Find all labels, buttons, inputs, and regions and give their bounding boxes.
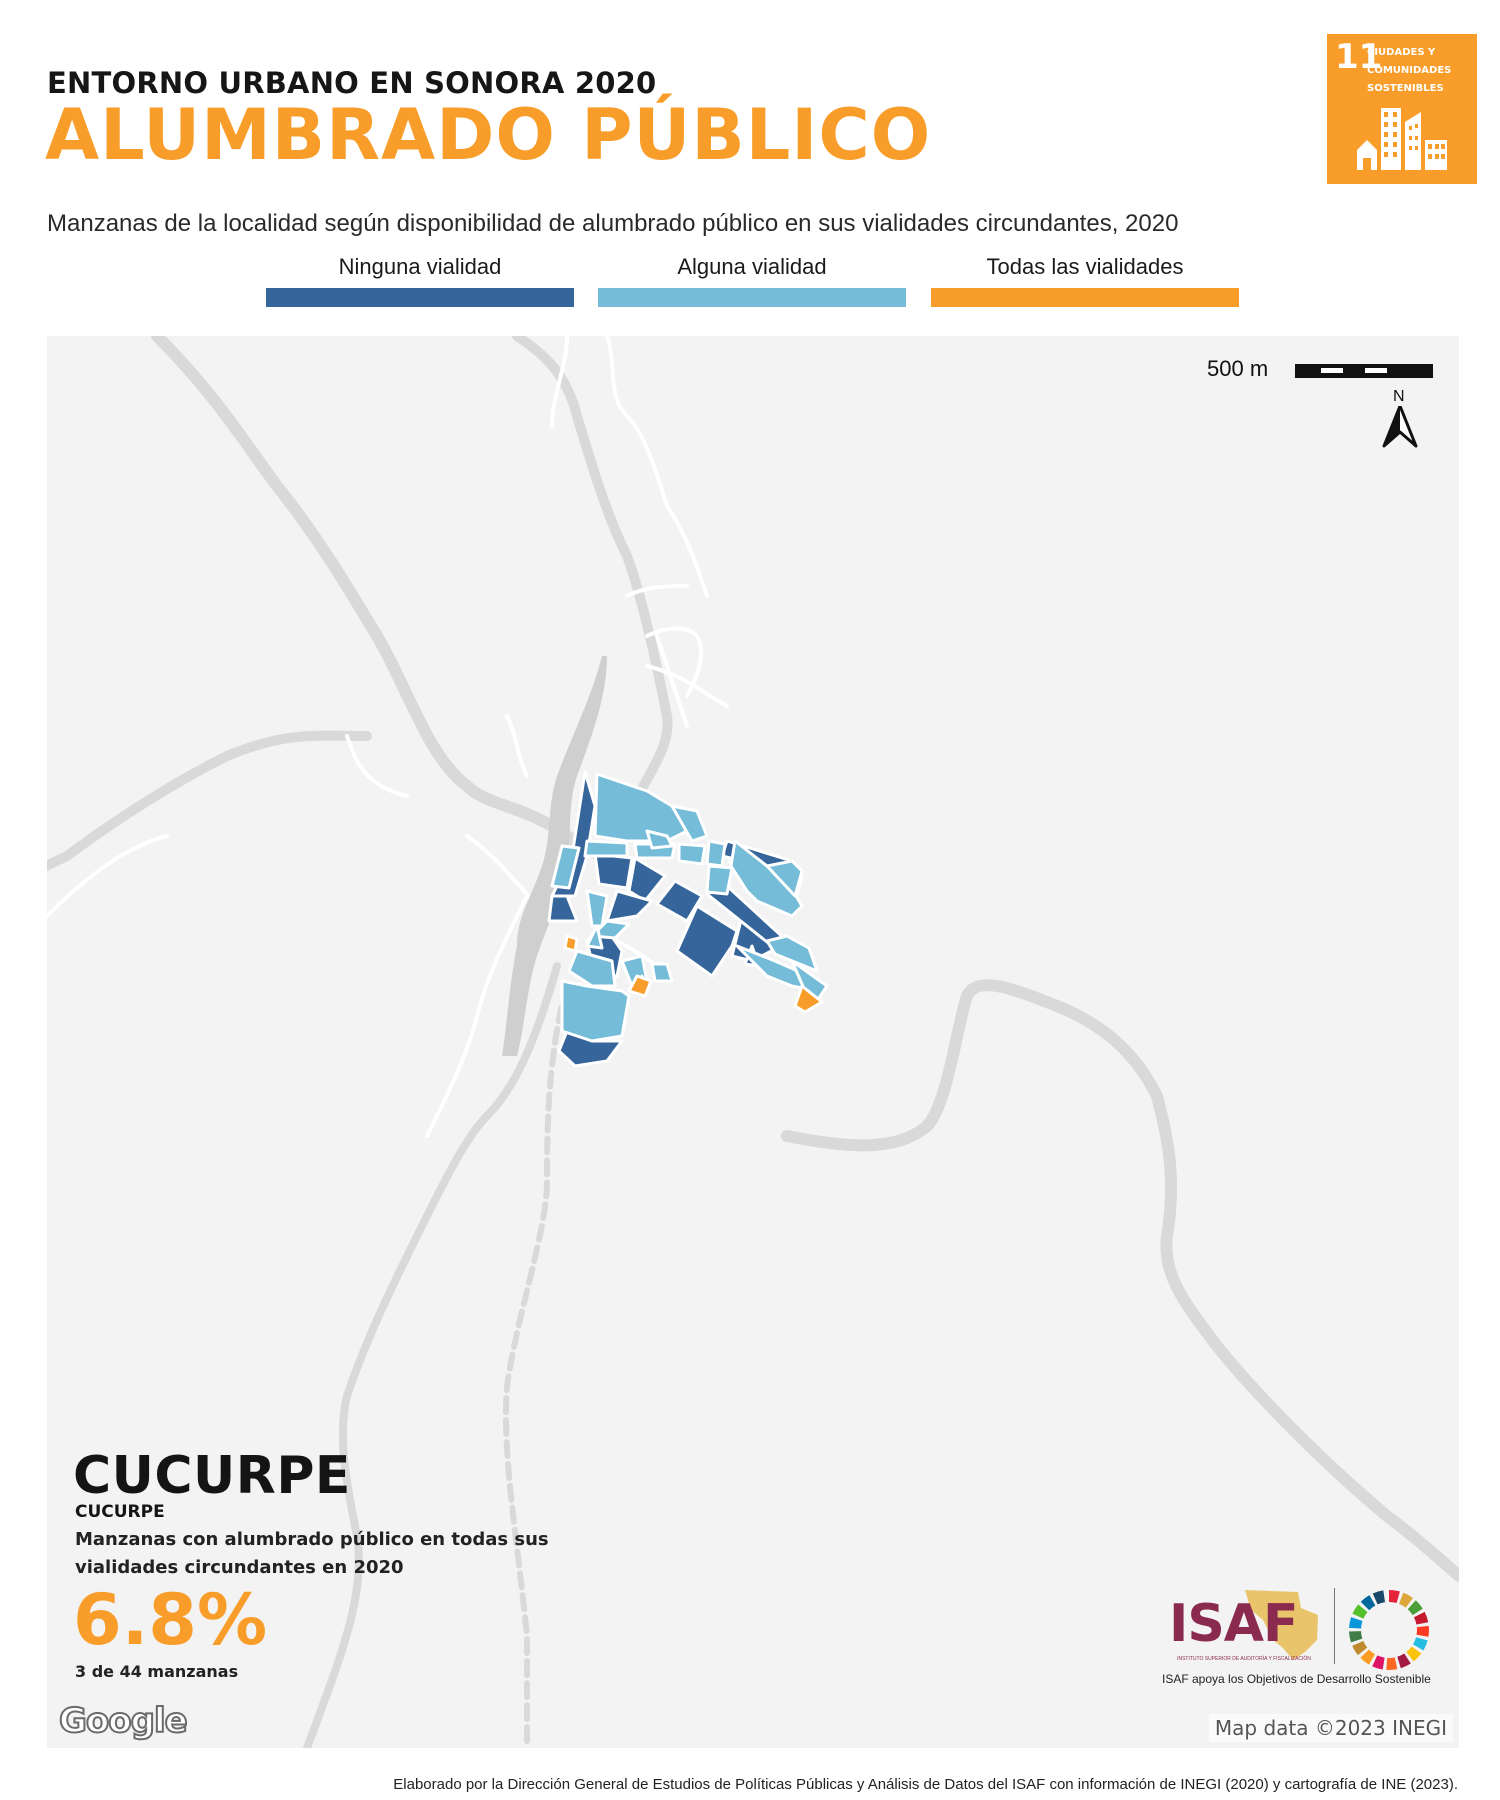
sonora-map-icon <box>1245 1590 1318 1660</box>
locality-name: CUCURPE <box>73 1446 351 1506</box>
isaf-logo-block: ISAF INSTITUTO SUPERIOR DE AUDITORÍA Y F… <box>1157 1586 1447 1696</box>
map-data-credit[interactable]: Map data ©2023 INEGI <box>1208 1714 1453 1742</box>
report-kicker: ENTORNO URBANO EN SONORA 2020 <box>47 66 657 100</box>
legend-item-ninguna: Ninguna vialidad <box>266 252 574 307</box>
block-alguna <box>583 839 629 858</box>
north-arrow-icon <box>1382 406 1418 448</box>
road-north <box>512 336 673 821</box>
block-ninguna <box>593 852 634 890</box>
sdg-11-badge: 11 CIUDADES Y COMUNIDADES SOSTENIBLES <box>1327 34 1477 184</box>
source-footer: Elaborado por la Dirección General de Es… <box>393 1776 1458 1793</box>
block-alguna <box>560 979 631 1043</box>
road-northwest <box>151 336 653 890</box>
legend-swatch <box>931 288 1239 307</box>
legend-item-alguna: Alguna vialidad <box>598 252 906 307</box>
map-subtitle: Manzanas de la localidad según disponibi… <box>47 210 1179 237</box>
block-alguna <box>765 934 819 973</box>
block-alguna <box>705 864 734 896</box>
road-southwest <box>303 962 561 1748</box>
sdg-number: 11 <box>1335 37 1383 77</box>
stat-percentage: 6.8% <box>73 1579 268 1661</box>
page-title: ALUMBRADO PÚBLICO <box>45 94 932 176</box>
stat-description: Manzanas con alumbrado público en todas … <box>75 1529 549 1578</box>
basemap <box>47 336 1459 1748</box>
scale-label: 500 m <box>1207 356 1269 381</box>
block-ninguna <box>675 904 739 978</box>
scale-bar <box>1295 364 1433 378</box>
river-bed <box>502 656 607 1056</box>
road-south <box>503 983 570 1748</box>
road-east <box>781 979 1459 1582</box>
north-label: N <box>1393 388 1405 405</box>
block-todas <box>563 934 579 953</box>
legend-swatch <box>266 288 574 307</box>
legend-label: Ninguna vialidad <box>338 254 502 279</box>
block-ninguna <box>605 889 654 923</box>
block-alguna <box>593 772 689 843</box>
block-alguna <box>650 962 674 983</box>
block-alguna <box>567 949 617 988</box>
block-alguna <box>670 804 709 843</box>
block-alguna <box>585 924 604 950</box>
logo-divider <box>1334 1588 1335 1664</box>
map-panel[interactable]: 500 m N CUCURPE CUCURPE Manzanas con alu… <box>47 336 1459 1748</box>
isaf-caption: ISAF apoya los Objetivos de Desarrollo S… <box>1162 1672 1431 1686</box>
isaf-tagline: INSTITUTO SUPERIOR DE AUDITORÍA Y FISCAL… <box>1177 1656 1311 1662</box>
stat-block-count: 3 de 44 manzanas <box>75 1662 239 1681</box>
block-alguna <box>645 829 674 850</box>
google-logo: Google <box>58 1700 189 1742</box>
block-alguna <box>585 889 609 928</box>
block-todas <box>793 984 824 1014</box>
road-west <box>47 730 372 872</box>
block-alguna <box>550 844 581 890</box>
block-todas <box>627 974 653 998</box>
legend-label: Alguna vialidad <box>677 254 827 279</box>
sdg-goal-text: CIUDADES Y COMUNIDADES SOSTENIBLES <box>1367 47 1452 94</box>
city-buildings-icon <box>1357 108 1447 170</box>
legend-item-todas: Todas las vialidades <box>931 252 1239 307</box>
legend-swatch <box>598 288 906 307</box>
block-alguna <box>705 839 727 868</box>
block-ninguna <box>655 879 704 923</box>
sdg-wheel-icon <box>1349 1590 1429 1670</box>
block-alguna <box>765 859 804 898</box>
block-ninguna <box>547 894 579 923</box>
legend-label: Todas las vialidades <box>986 254 1184 279</box>
block-alguna <box>677 842 707 866</box>
municipality-name: CUCURPE <box>75 1502 165 1522</box>
isaf-logo: ISAF <box>1169 1594 1299 1654</box>
